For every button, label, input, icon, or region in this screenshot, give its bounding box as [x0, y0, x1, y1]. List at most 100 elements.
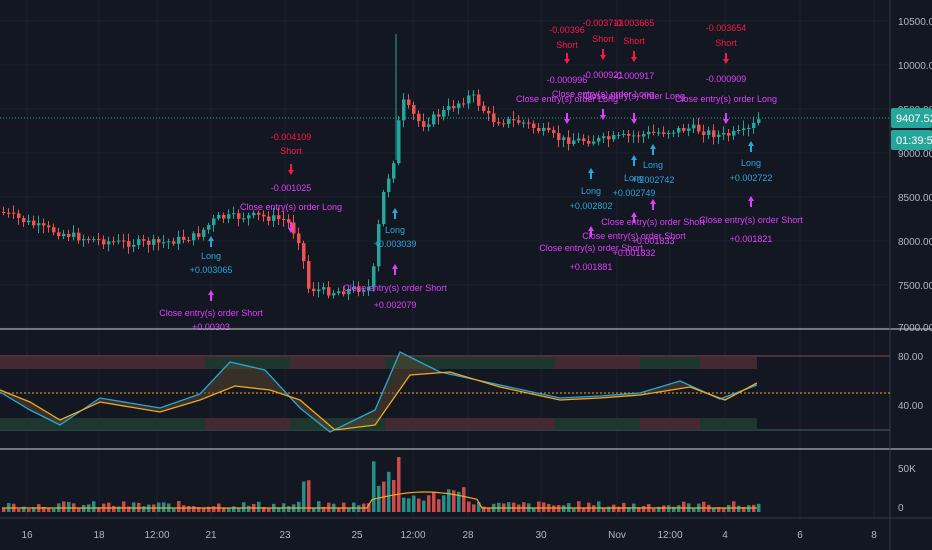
annotation-label: Long: [643, 160, 663, 170]
volume-bar: [462, 487, 466, 512]
volume-bar: [122, 501, 126, 512]
close-arrow-icon: [588, 226, 594, 237]
candle-body: [502, 123, 506, 125]
volume-bar: [682, 501, 686, 512]
volume-bar: [427, 495, 431, 512]
short-arrow-icon: [564, 53, 570, 64]
annotation-label: Close entry(s) order Short: [159, 308, 263, 318]
volume-bar: [357, 505, 361, 512]
candle-body: [202, 229, 206, 237]
price-tick: 7500.00: [898, 281, 932, 292]
volume-bar: [2, 507, 6, 512]
annotation-close-short: Close entry(s) order Short +0.001832: [582, 212, 686, 258]
osc-tick: 80.00: [898, 352, 923, 363]
osc-zone-top: [555, 357, 640, 369]
volume-tick: 50K: [898, 464, 916, 475]
annotation-label: Long: [624, 173, 644, 183]
volume-bar: [42, 506, 46, 512]
candle-body: [272, 215, 276, 221]
osc-zone-top: [0, 357, 205, 369]
annotation-value: +0.00303: [192, 322, 230, 332]
candle-body: [372, 266, 376, 287]
candle-body: [307, 261, 311, 289]
annotation-value: +0.001832: [613, 248, 656, 258]
annotation-label: Close entry(s) order Short: [343, 283, 447, 293]
candle-body: [257, 212, 261, 215]
oscillator-panel[interactable]: [0, 351, 890, 433]
candle-body: [737, 130, 741, 132]
candle-body: [562, 137, 566, 141]
volume-bar: [657, 506, 661, 512]
candle-body: [427, 124, 431, 127]
time-tick: 12:00: [144, 530, 169, 541]
candle-body: [92, 239, 96, 241]
osc-zone-bottom: [700, 418, 757, 430]
volume-bar: [577, 501, 581, 512]
osc-zone-bottom: [555, 418, 640, 430]
annotation-label: Close entry(s) order Long: [675, 94, 777, 104]
volume-bar: [562, 505, 566, 512]
candle-body: [652, 131, 656, 133]
osc-fill-area: [0, 352, 757, 432]
candle-body: [237, 213, 241, 219]
candle-body: [287, 219, 291, 223]
volume-bar: [132, 502, 136, 512]
candle-body: [717, 134, 721, 138]
volume-bar: [402, 497, 406, 512]
candle-body: [627, 133, 631, 136]
candle-body: [442, 110, 446, 117]
candle-body: [387, 178, 391, 192]
time-axis[interactable]: 16 18 12:00 21 23 25 12:00 28 30 Nov 12:…: [21, 530, 877, 541]
volume-bar: [417, 498, 421, 512]
volume-bar: [287, 506, 291, 512]
candle-body: [62, 233, 66, 237]
osc-zone-top: [290, 357, 385, 369]
price-tick: 9000.00: [898, 149, 932, 160]
volume-bar: [652, 508, 656, 512]
annotation-label: Short: [623, 36, 645, 46]
annotation-close-long: -0.001025 Close entry(s) order Long: [240, 183, 342, 233]
candle-body: [677, 128, 681, 133]
annotation-value: +0.001881: [570, 262, 613, 272]
annotation-value: -0.000909: [706, 74, 747, 84]
annotation-short: -0.00396 Short: [549, 25, 585, 64]
candle-body: [167, 241, 171, 243]
annotation-value: -0.000917: [614, 71, 655, 81]
volume-bar: [312, 508, 316, 512]
volume-bar: [592, 505, 596, 512]
candle-body: [217, 214, 221, 219]
osc-zone-bottom: [640, 418, 700, 430]
volume-bar: [712, 508, 716, 512]
volume-axis[interactable]: 50K 0: [898, 464, 916, 514]
volume-bar: [47, 508, 51, 512]
price-axis[interactable]: 10500.00 10000.00 9500.00 9000.00 8500.0…: [891, 17, 932, 334]
volume-bar: [22, 506, 26, 512]
volume-bar: [392, 479, 396, 512]
annotation-value: +0.002722: [730, 173, 773, 183]
candle-body: [637, 135, 641, 137]
candle-body: [37, 223, 41, 226]
volume-bar: [192, 506, 196, 512]
candle-body: [617, 134, 621, 136]
price-candles[interactable]: [2, 34, 761, 301]
close-arrow-icon: [631, 212, 637, 223]
annotation-value: -0.001025: [271, 183, 312, 193]
annotation-close-short: Close entry(s) order Short +0.002079: [343, 264, 447, 310]
candle-body: [537, 127, 541, 131]
time-tick: 21: [205, 530, 217, 541]
osc-axis[interactable]: 80.00 40.00: [898, 352, 923, 412]
annotation-label: Close entry(s) order Long: [516, 94, 618, 104]
volume-bar: [532, 508, 536, 512]
time-tick: 16: [21, 530, 33, 541]
volume-bar: [337, 508, 341, 512]
candle-body: [342, 291, 346, 295]
candle-body: [572, 140, 576, 144]
volume-bar: [757, 503, 761, 512]
volume-tick: 0: [898, 503, 904, 514]
candle-body: [592, 141, 596, 144]
candle-body: [692, 124, 696, 129]
close-arrow-icon: [600, 109, 606, 120]
candle-body: [82, 239, 86, 241]
annotation-value: +0.002742: [632, 175, 675, 185]
